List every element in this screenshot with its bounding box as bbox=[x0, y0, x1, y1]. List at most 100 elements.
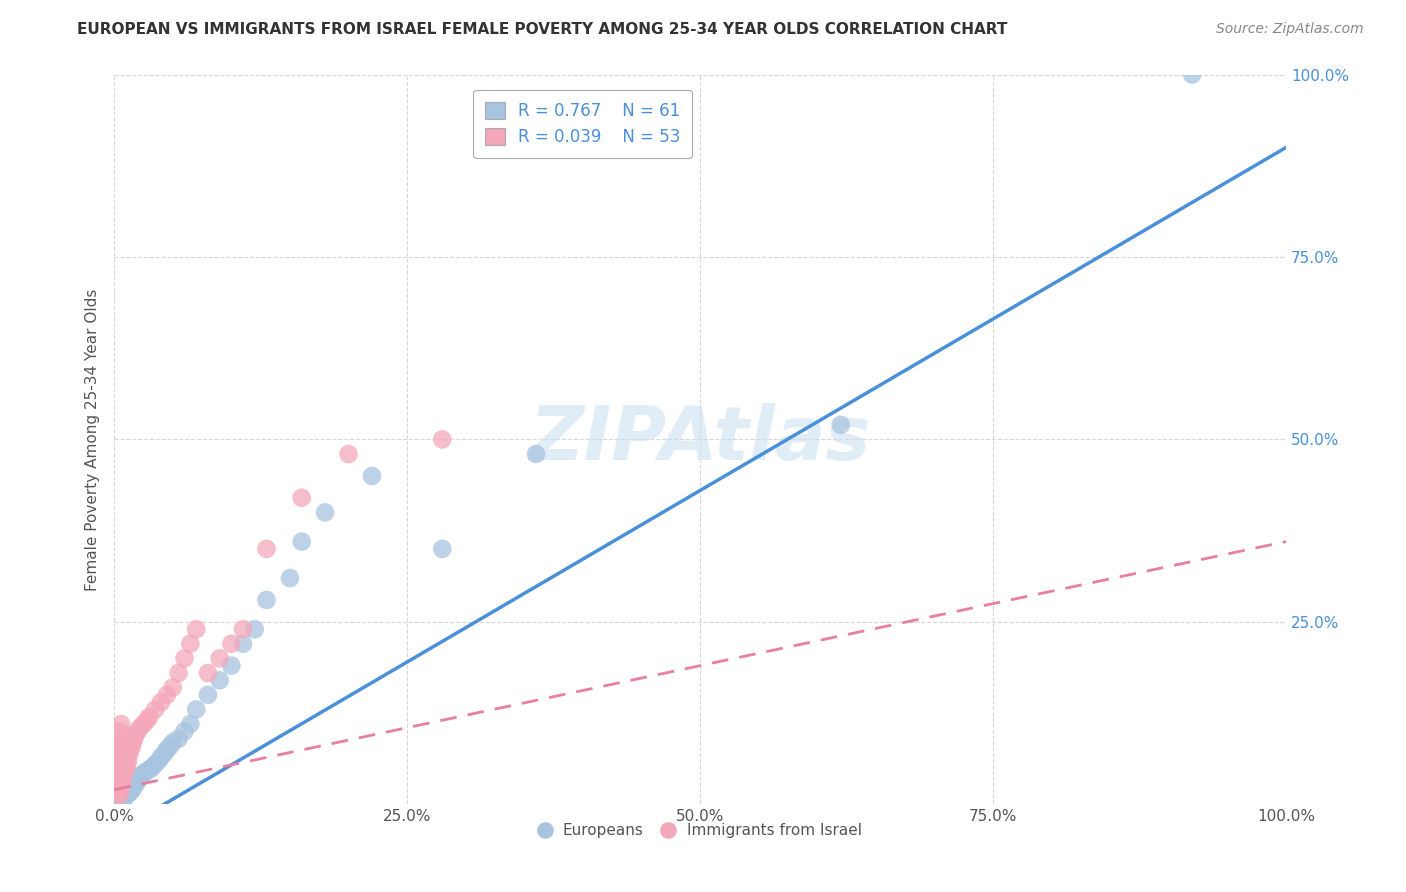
Point bbox=[179, 637, 201, 651]
Point bbox=[112, 768, 135, 782]
Point bbox=[112, 739, 135, 753]
Point bbox=[291, 534, 314, 549]
Point bbox=[117, 754, 139, 768]
Point bbox=[120, 778, 142, 792]
Point bbox=[115, 784, 138, 798]
Point bbox=[118, 746, 141, 760]
Point bbox=[136, 714, 159, 728]
Text: EUROPEAN VS IMMIGRANTS FROM ISRAEL FEMALE POVERTY AMONG 25-34 YEAR OLDS CORRELAT: EUROPEAN VS IMMIGRANTS FROM ISRAEL FEMAL… bbox=[77, 22, 1008, 37]
Point bbox=[143, 757, 166, 772]
Point bbox=[110, 793, 132, 807]
Text: ZIPAtlas: ZIPAtlas bbox=[530, 403, 870, 476]
Point bbox=[108, 782, 131, 797]
Point bbox=[107, 768, 129, 782]
Point bbox=[111, 746, 134, 760]
Point bbox=[156, 688, 179, 702]
Point bbox=[129, 721, 152, 735]
Point bbox=[111, 775, 134, 789]
Point bbox=[105, 761, 128, 775]
Point bbox=[107, 739, 129, 753]
Point bbox=[122, 781, 145, 796]
Point bbox=[111, 791, 134, 805]
Point bbox=[121, 739, 143, 753]
Point bbox=[110, 779, 132, 793]
Point bbox=[108, 731, 131, 746]
Point bbox=[361, 469, 384, 483]
Point bbox=[524, 447, 547, 461]
Point bbox=[114, 790, 136, 805]
Point bbox=[112, 792, 135, 806]
Point bbox=[173, 651, 195, 665]
Point bbox=[122, 731, 145, 746]
Point bbox=[256, 541, 278, 556]
Point bbox=[111, 789, 134, 803]
Point bbox=[256, 593, 278, 607]
Point bbox=[107, 790, 129, 805]
Point bbox=[108, 724, 131, 739]
Point bbox=[129, 768, 152, 782]
Point bbox=[115, 731, 138, 746]
Y-axis label: Female Poverty Among 25-34 Year Olds: Female Poverty Among 25-34 Year Olds bbox=[86, 288, 100, 591]
Point bbox=[432, 541, 454, 556]
Point bbox=[173, 724, 195, 739]
Point bbox=[143, 702, 166, 716]
Point bbox=[120, 784, 142, 798]
Point bbox=[129, 770, 152, 784]
Point bbox=[314, 505, 336, 519]
Point bbox=[153, 746, 176, 760]
Point bbox=[291, 491, 314, 505]
Point bbox=[127, 724, 149, 739]
Point bbox=[167, 731, 190, 746]
Point bbox=[110, 790, 132, 805]
Point bbox=[115, 757, 138, 772]
Point bbox=[112, 787, 135, 801]
Point bbox=[115, 728, 138, 742]
Point bbox=[150, 695, 173, 709]
Point bbox=[114, 786, 136, 800]
Point bbox=[108, 794, 131, 808]
Point bbox=[221, 637, 243, 651]
Point bbox=[159, 739, 181, 753]
Point bbox=[115, 787, 138, 801]
Point bbox=[105, 782, 128, 797]
Point bbox=[115, 782, 138, 797]
Point bbox=[124, 777, 146, 791]
Point bbox=[141, 761, 163, 775]
Point bbox=[110, 754, 132, 768]
Point bbox=[115, 761, 138, 775]
Point bbox=[243, 622, 266, 636]
Point bbox=[114, 735, 136, 749]
Point bbox=[108, 786, 131, 800]
Point bbox=[124, 728, 146, 742]
Point bbox=[432, 433, 454, 447]
Point bbox=[108, 791, 131, 805]
Point bbox=[150, 750, 173, 764]
Point bbox=[162, 681, 184, 695]
Point bbox=[197, 688, 219, 702]
Point bbox=[127, 774, 149, 789]
Point bbox=[117, 781, 139, 796]
Text: Source: ZipAtlas.com: Source: ZipAtlas.com bbox=[1216, 22, 1364, 37]
Point bbox=[104, 775, 127, 789]
Point bbox=[138, 762, 160, 776]
Point bbox=[121, 782, 143, 797]
Point bbox=[107, 795, 129, 809]
Point bbox=[138, 710, 160, 724]
Point bbox=[120, 742, 142, 756]
Point bbox=[108, 794, 131, 808]
Point bbox=[108, 754, 131, 768]
Point bbox=[221, 658, 243, 673]
Point bbox=[135, 764, 157, 779]
Point bbox=[1181, 68, 1204, 82]
Point bbox=[208, 673, 231, 688]
Point bbox=[125, 775, 148, 789]
Point bbox=[278, 571, 301, 585]
Point bbox=[114, 764, 136, 779]
Point bbox=[197, 665, 219, 680]
Point bbox=[232, 637, 254, 651]
Point bbox=[115, 789, 138, 803]
Point bbox=[179, 717, 201, 731]
Point bbox=[122, 735, 145, 749]
Point bbox=[132, 766, 155, 780]
Legend: Europeans, Immigrants from Israel: Europeans, Immigrants from Israel bbox=[533, 817, 868, 844]
